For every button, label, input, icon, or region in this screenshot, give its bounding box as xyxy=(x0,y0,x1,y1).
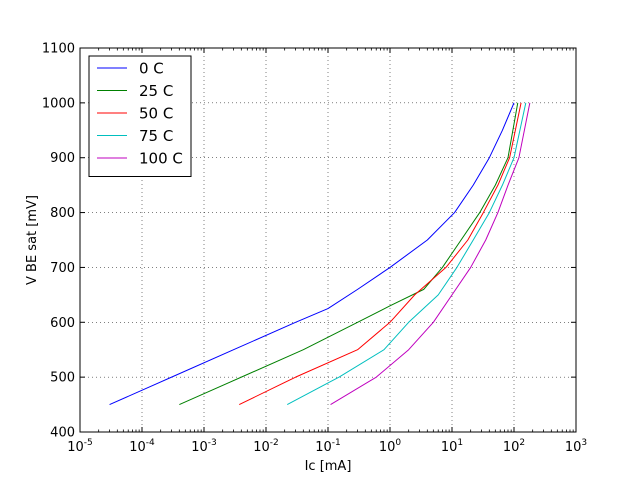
x-tick-label: 103 xyxy=(565,438,587,455)
x-tick-label: 10-3 xyxy=(191,438,217,455)
series-layer xyxy=(109,102,531,406)
x-tick-labels: 10-5 10-4 10-3 10-2 10-1 100 101 102 103 xyxy=(67,438,587,455)
x-tick-label: 10-5 xyxy=(67,438,93,455)
y-tick-label: 900 xyxy=(50,151,75,166)
y-tick-label: 1100 xyxy=(42,42,75,57)
legend-label: 0 C xyxy=(139,60,164,78)
y-tick-labels: 400 500 600 700 800 900 1000 1100 xyxy=(42,42,75,441)
x-tick-label: 10-2 xyxy=(253,438,279,455)
series-line-50-c xyxy=(239,102,522,406)
y-tick-label: 500 xyxy=(50,371,75,386)
x-tick-label: 101 xyxy=(441,438,463,455)
grid xyxy=(80,48,576,432)
x-tick-label: 10-1 xyxy=(315,438,341,455)
legend-label: 25 C xyxy=(139,82,173,100)
legend-label: 50 C xyxy=(139,105,173,123)
ticks xyxy=(79,47,577,433)
y-axis-label: V BE sat [mV] xyxy=(25,195,40,285)
legend-label: 100 C xyxy=(139,150,183,168)
y-tick-label: 700 xyxy=(50,261,75,276)
series-line-100-c xyxy=(330,102,531,405)
x-tick-label: 10-4 xyxy=(129,438,155,455)
x-tick-label: 100 xyxy=(379,438,402,455)
y-tick-label: 400 xyxy=(50,426,75,441)
y-tick-label: 1000 xyxy=(42,96,75,111)
y-tick-label: 800 xyxy=(50,206,75,221)
legend: 0 C 25 C 50 C 75 C 100 C xyxy=(88,55,192,177)
series-line-75-c xyxy=(286,102,527,406)
y-tick-label: 600 xyxy=(50,316,75,331)
series-line-0-c xyxy=(109,102,515,406)
legend-label: 75 C xyxy=(139,127,173,145)
x-axis-label: Ic [mA] xyxy=(305,459,352,474)
legend-box xyxy=(88,55,192,177)
x-tick-label: 102 xyxy=(503,438,525,455)
